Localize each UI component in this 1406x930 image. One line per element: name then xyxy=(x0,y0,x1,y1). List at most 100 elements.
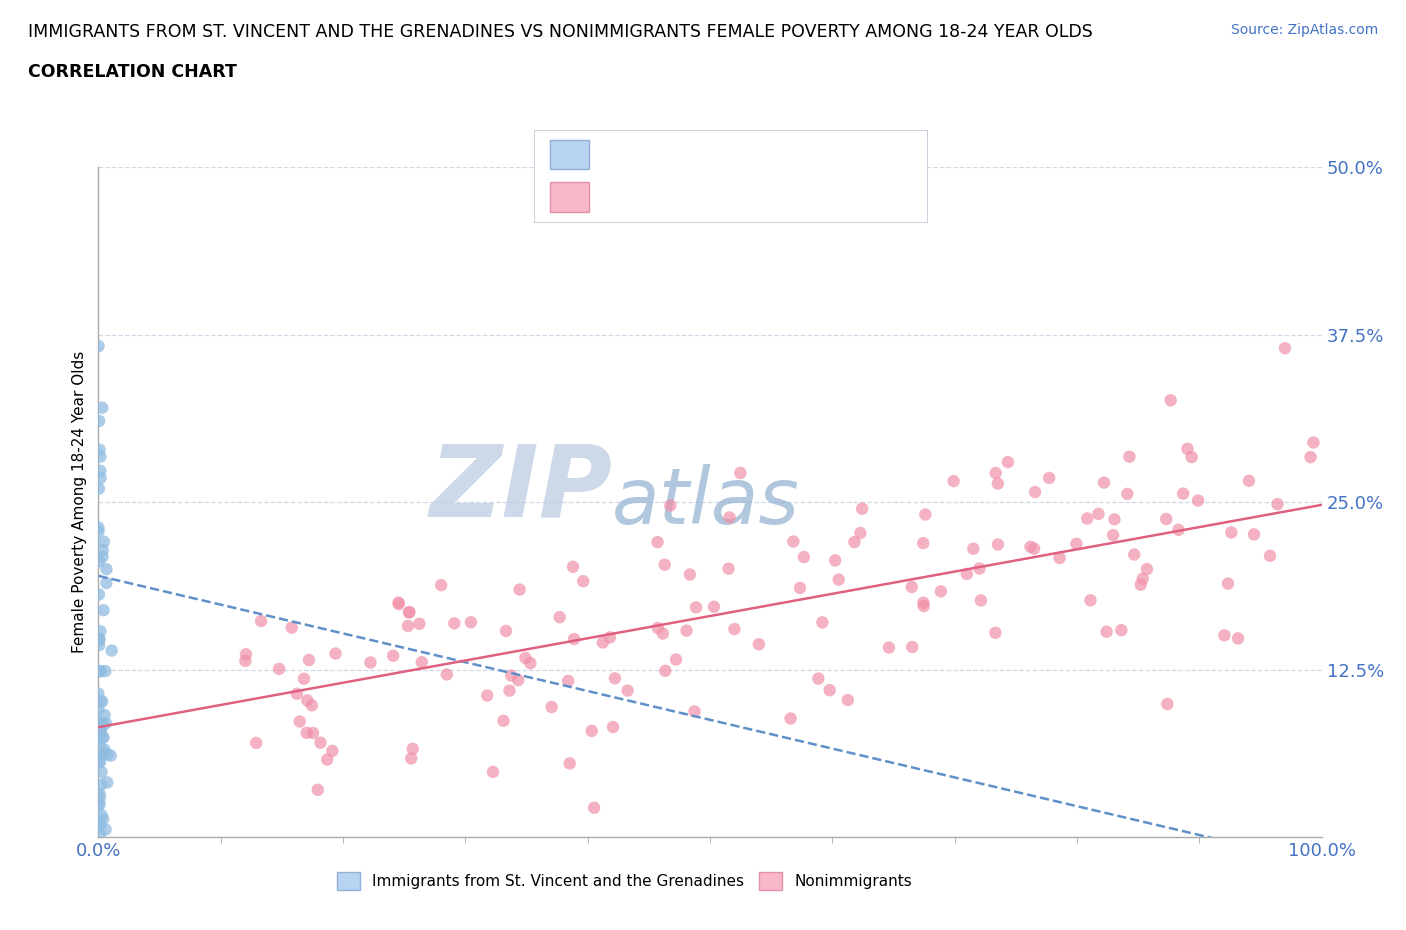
Point xyxy=(1102,527,1125,542)
Point xyxy=(91,543,114,558)
Point xyxy=(1220,525,1243,539)
Point xyxy=(654,663,676,678)
Point xyxy=(93,742,115,757)
Point xyxy=(685,600,707,615)
Point xyxy=(665,652,688,667)
Bar xyxy=(550,182,589,212)
Point xyxy=(91,694,114,709)
Point xyxy=(1087,507,1109,522)
Point xyxy=(96,562,118,577)
Point xyxy=(267,661,290,676)
Point xyxy=(1066,537,1088,551)
Point xyxy=(1167,523,1189,538)
Point xyxy=(89,449,111,464)
Point xyxy=(548,610,571,625)
Point xyxy=(87,686,110,701)
Point xyxy=(1173,486,1195,501)
Point xyxy=(849,525,872,540)
Point xyxy=(1237,473,1260,488)
Point xyxy=(382,648,405,663)
Point xyxy=(1104,512,1126,526)
Point xyxy=(1243,527,1265,542)
Point xyxy=(997,455,1019,470)
Point xyxy=(1116,486,1139,501)
Point xyxy=(89,624,111,639)
Point xyxy=(675,623,697,638)
Point xyxy=(87,798,110,813)
Point xyxy=(1274,340,1296,355)
Text: ZIP: ZIP xyxy=(429,440,612,538)
Point xyxy=(482,764,505,779)
Text: IMMIGRANTS FROM ST. VINCENT AND THE GRENADINES VS NONIMMIGRANTS FEMALE POVERTY A: IMMIGRANTS FROM ST. VINCENT AND THE GREN… xyxy=(28,23,1092,41)
Point xyxy=(647,620,669,635)
Point xyxy=(91,717,114,732)
Point xyxy=(398,604,420,619)
Point xyxy=(540,699,562,714)
Point xyxy=(87,482,110,497)
Point xyxy=(1123,547,1146,562)
Point xyxy=(89,554,111,569)
Point xyxy=(929,584,952,599)
Point xyxy=(779,711,801,726)
Point xyxy=(912,599,935,614)
Point xyxy=(325,646,347,661)
Point xyxy=(1302,435,1324,450)
Text: 62: 62 xyxy=(834,145,856,164)
Point xyxy=(730,465,752,480)
Legend: Immigrants from St. Vincent and the Grenadines, Nonimmigrants: Immigrants from St. Vincent and the Gren… xyxy=(330,866,918,897)
Point xyxy=(285,686,308,701)
Point xyxy=(90,471,112,485)
Point xyxy=(659,498,682,513)
Point xyxy=(93,603,115,618)
Point xyxy=(295,725,318,740)
Text: R =: R = xyxy=(605,145,638,164)
Point xyxy=(1216,577,1239,591)
Point xyxy=(297,693,319,708)
FancyBboxPatch shape xyxy=(534,130,928,223)
Point xyxy=(250,614,273,629)
Point xyxy=(824,553,846,568)
Point xyxy=(557,673,579,688)
Point xyxy=(430,578,453,592)
Point xyxy=(436,667,458,682)
Point xyxy=(970,593,993,608)
Text: N =: N = xyxy=(770,145,804,164)
Point xyxy=(844,535,866,550)
Point xyxy=(302,725,325,740)
Point xyxy=(89,796,111,811)
Point xyxy=(89,414,111,429)
Point xyxy=(89,719,111,734)
Point xyxy=(94,664,117,679)
Point xyxy=(508,672,530,687)
Point xyxy=(90,694,112,709)
Point xyxy=(307,782,329,797)
Point xyxy=(851,501,873,516)
Point xyxy=(398,605,420,620)
Point xyxy=(1076,512,1098,526)
Point xyxy=(616,684,638,698)
Point xyxy=(581,724,603,738)
Point xyxy=(89,715,111,730)
Text: -0.010: -0.010 xyxy=(661,145,717,164)
Text: N =: N = xyxy=(770,188,804,206)
Point xyxy=(1267,497,1289,512)
Point xyxy=(443,616,465,631)
Point xyxy=(912,536,935,551)
Point xyxy=(388,597,411,612)
Point xyxy=(87,520,110,535)
Point xyxy=(914,507,936,522)
Point xyxy=(987,476,1010,491)
Point xyxy=(309,736,332,751)
Point xyxy=(89,817,111,831)
Point xyxy=(90,664,112,679)
Point xyxy=(1129,578,1152,592)
Point xyxy=(93,534,115,549)
Point xyxy=(1132,571,1154,586)
Point xyxy=(91,730,114,745)
Point xyxy=(1227,631,1250,645)
Point xyxy=(519,656,541,671)
Point xyxy=(100,748,122,763)
Point xyxy=(298,653,321,668)
Point xyxy=(96,775,118,790)
Point xyxy=(1154,512,1177,526)
